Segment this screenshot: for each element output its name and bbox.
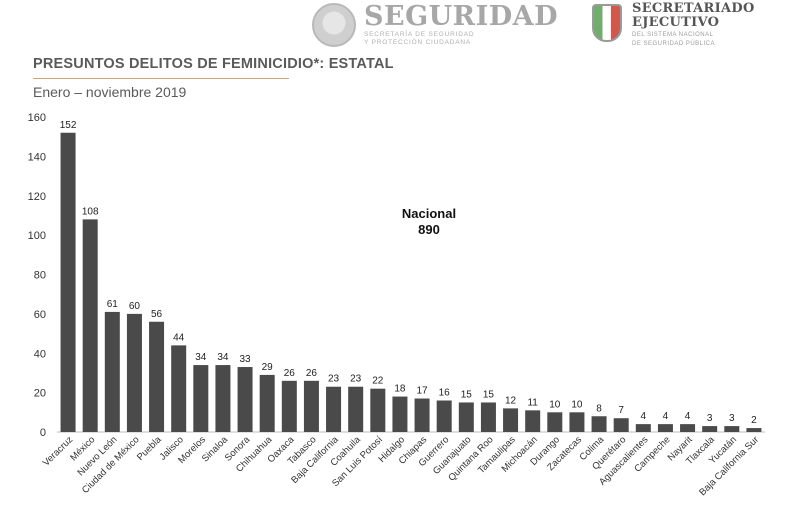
x-tick-label: Puebla bbox=[135, 434, 164, 463]
data-label: 3 bbox=[729, 413, 735, 424]
bar bbox=[149, 321, 165, 432]
data-label: 26 bbox=[284, 368, 296, 379]
data-label: 34 bbox=[217, 352, 229, 363]
sesnsp-shield-icon bbox=[592, 4, 622, 42]
seguridad-logo-subtitle-1: SECRETARÍA DE SEGURIDAD bbox=[364, 31, 475, 38]
bar bbox=[525, 410, 541, 432]
y-tick-label: 40 bbox=[34, 348, 46, 360]
seguridad-logo-title: SEGURIDAD bbox=[364, 1, 559, 32]
data-label: 8 bbox=[596, 403, 602, 414]
y-tick-label: 60 bbox=[34, 309, 46, 321]
data-label: 56 bbox=[151, 309, 163, 320]
y-tick-label: 20 bbox=[34, 388, 46, 400]
data-label: 15 bbox=[483, 389, 495, 400]
bar bbox=[458, 402, 474, 432]
data-label: 152 bbox=[60, 120, 77, 131]
secretariado-logo-title-1: SECRETARIADO bbox=[632, 1, 755, 16]
x-tick-label: Veracruz bbox=[41, 434, 75, 468]
bar bbox=[281, 380, 297, 432]
bar bbox=[547, 412, 563, 432]
chart-subtitle: Enero – noviembre 2019 bbox=[33, 84, 187, 100]
secretariado-logo: SECRETARIADO EJECUTIVO DEL SISTEMA NACIO… bbox=[592, 2, 755, 48]
secretariado-logo-subtitle-1: DEL SISTEMA NACIONAL bbox=[632, 32, 714, 38]
data-label: 7 bbox=[618, 405, 624, 416]
data-label: 33 bbox=[240, 354, 252, 365]
bar bbox=[171, 345, 187, 432]
data-label: 18 bbox=[394, 384, 406, 395]
y-tick-label: 120 bbox=[28, 191, 46, 203]
seguridad-logo: SEGURIDAD SECRETARÍA DE SEGURIDAD Y PROT… bbox=[312, 2, 558, 48]
national-total-value: 890 bbox=[418, 222, 440, 237]
data-label: 23 bbox=[350, 374, 362, 385]
y-tick-label: 140 bbox=[28, 151, 46, 163]
data-label: 4 bbox=[663, 411, 669, 422]
bar bbox=[746, 428, 762, 432]
y-tick-label: 100 bbox=[28, 230, 46, 242]
bar bbox=[414, 398, 430, 432]
seguridad-logo-subtitle-2: Y PROTECCIÓN CIUDADANA bbox=[364, 39, 472, 46]
data-label: 12 bbox=[505, 395, 517, 406]
secretariado-logo-title-2: EJECUTIVO bbox=[632, 15, 720, 30]
y-tick-label: 0 bbox=[40, 427, 46, 439]
data-label: 61 bbox=[107, 299, 119, 310]
data-label: 11 bbox=[527, 397, 538, 408]
bar bbox=[657, 424, 673, 432]
bar bbox=[503, 408, 519, 432]
data-label: 23 bbox=[328, 374, 340, 385]
bar bbox=[680, 424, 696, 432]
bar bbox=[303, 380, 319, 432]
data-label: 4 bbox=[685, 411, 691, 422]
data-label: 15 bbox=[461, 389, 473, 400]
data-label: 3 bbox=[707, 413, 713, 424]
data-label: 44 bbox=[173, 332, 185, 343]
bar bbox=[193, 365, 209, 432]
bar bbox=[613, 418, 629, 432]
national-total-label: Nacional bbox=[402, 206, 456, 221]
bar bbox=[82, 219, 98, 432]
data-label: 10 bbox=[571, 399, 583, 410]
bar bbox=[104, 311, 120, 432]
data-label: 60 bbox=[129, 301, 141, 312]
data-label: 29 bbox=[262, 362, 274, 373]
chart-title: PRESUNTOS DELITOS DE FEMINICIDIO*: ESTAT… bbox=[33, 56, 394, 72]
data-label: 22 bbox=[372, 376, 384, 387]
y-tick-label: 160 bbox=[28, 112, 46, 124]
bar bbox=[237, 367, 253, 432]
y-tick-label: 80 bbox=[34, 270, 46, 282]
data-label: 26 bbox=[306, 368, 318, 379]
bar bbox=[370, 388, 386, 432]
data-label: 4 bbox=[641, 411, 647, 422]
data-label: 34 bbox=[195, 352, 207, 363]
bar bbox=[480, 402, 496, 432]
bar bbox=[348, 386, 364, 432]
header: SEGURIDAD SECRETARÍA DE SEGURIDAD Y PROT… bbox=[0, 0, 800, 52]
data-label: 2 bbox=[751, 415, 757, 426]
bar bbox=[724, 426, 740, 432]
secretariado-logo-subtitle-2: DE SEGURIDAD PÚBLICA bbox=[632, 41, 716, 47]
bar bbox=[326, 386, 342, 432]
bar bbox=[702, 426, 718, 432]
bar bbox=[126, 313, 142, 432]
bar bbox=[569, 412, 585, 432]
bar bbox=[436, 400, 452, 432]
bar bbox=[591, 416, 607, 432]
bar bbox=[60, 132, 76, 432]
data-label: 10 bbox=[549, 399, 561, 410]
bar bbox=[259, 374, 275, 432]
bar bbox=[635, 424, 651, 432]
data-label: 16 bbox=[439, 388, 451, 399]
data-label: 108 bbox=[82, 206, 99, 217]
data-label: 17 bbox=[417, 386, 429, 397]
mexico-seal-icon bbox=[312, 3, 356, 47]
bar bbox=[392, 396, 408, 432]
bar bbox=[215, 365, 231, 432]
title-divider bbox=[33, 78, 289, 79]
